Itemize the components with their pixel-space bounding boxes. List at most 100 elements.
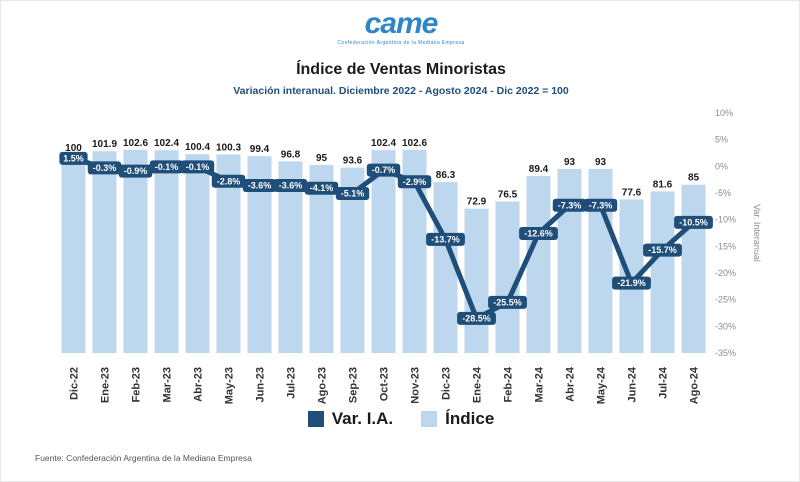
- var-label-box: [674, 215, 713, 229]
- bar-value-label: 102.4: [154, 138, 179, 149]
- var-label-box: [335, 187, 370, 201]
- bar-value-label: 85: [688, 173, 700, 184]
- index-bar: [92, 151, 117, 353]
- bar-value-label: 89.4: [529, 164, 549, 175]
- index-bar: [650, 191, 675, 353]
- var-value-label: -0.7%: [372, 165, 396, 175]
- bar-value-label: 76.5: [498, 190, 518, 201]
- chart-title: Índice de Ventas Minoristas: [296, 61, 506, 78]
- index-bar: [185, 154, 210, 353]
- bar-value-label: 101.9: [92, 139, 117, 150]
- bar-value-label: 93: [564, 157, 576, 168]
- var-value-label: -28.5%: [462, 313, 491, 323]
- index-bar: [309, 164, 334, 353]
- x-axis-label: Jul-23: [286, 367, 298, 399]
- x-axis-label: Ene-23: [100, 367, 112, 403]
- var-label-box: [426, 232, 465, 246]
- bar-value-label: 102.4: [371, 138, 396, 149]
- bar-value-label: 81.6: [653, 179, 673, 190]
- index-bar: [681, 184, 706, 353]
- x-axis-label: Ago-23: [317, 367, 329, 404]
- var-value-label: -0.3%: [93, 163, 117, 173]
- var-label-box: [242, 179, 277, 193]
- var-value-label: -12.6%: [524, 229, 553, 239]
- x-axis-label: Jul-24: [658, 366, 670, 399]
- var-label-box: [488, 295, 527, 309]
- x-axis-label: May-23: [224, 367, 236, 404]
- var-value-label: -7.3%: [558, 200, 582, 210]
- var-label-box: [519, 227, 558, 241]
- x-axis-label: Ene-24: [472, 366, 484, 403]
- bar-value-label: 77.6: [622, 187, 642, 198]
- bar-value-label: 99.4: [250, 144, 270, 155]
- index-bar: [123, 149, 148, 353]
- came-logo: came Confederación Argentina de la Media…: [1, 7, 799, 47]
- x-axis-label: Nov-23: [410, 367, 422, 404]
- var-label-box: [457, 311, 496, 325]
- legend-label-indice: Índice: [445, 409, 495, 428]
- x-axis-label: Mar-24: [534, 366, 546, 402]
- x-axis-label: Mar-23: [162, 367, 174, 402]
- var-value-label: -2.8%: [217, 176, 241, 186]
- var-label-box: [273, 179, 308, 193]
- var-value-label: -15.7%: [648, 245, 677, 255]
- right-axis-tick: -35%: [715, 348, 736, 358]
- right-axis-title: Var. Interanual: [752, 204, 762, 262]
- var-value-label: -2.9%: [403, 177, 427, 187]
- x-axis-label: May-24: [596, 366, 608, 404]
- right-axis-tick: -5%: [715, 188, 731, 198]
- var-label-box: [612, 276, 651, 290]
- bar-value-label: 100: [65, 143, 82, 154]
- bar-value-label: 93.6: [343, 156, 363, 167]
- bar-value-label: 86.3: [436, 170, 456, 181]
- chart-subtitle: Variación interanual. Diciembre 2022 - A…: [233, 85, 569, 97]
- x-axis-label: Feb-23: [131, 367, 143, 402]
- right-axis-tick: -20%: [715, 268, 736, 278]
- index-bar: [278, 161, 303, 353]
- var-label-box: [180, 160, 215, 174]
- came-logo-wordmark: came: [364, 7, 439, 40]
- var-label-box: [149, 160, 184, 174]
- x-axis-label: Ago-24: [689, 366, 701, 404]
- x-axis-label: Dic-22: [69, 367, 81, 400]
- index-bar: [371, 150, 396, 353]
- var-value-label: -4.1%: [310, 183, 334, 193]
- x-axis-label: Jun-23: [255, 367, 267, 402]
- var-label-box: [304, 181, 339, 195]
- x-axis-label: Oct-23: [379, 367, 391, 401]
- source-note: Fuente: Confederación Argentina de la Me…: [35, 453, 252, 463]
- legend-label-var-ia: Var. I.A.: [331, 409, 394, 428]
- right-axis-tick: -15%: [715, 241, 736, 251]
- var-label-box: [397, 175, 432, 189]
- var-value-label: -25.5%: [493, 297, 522, 307]
- bar-value-label: 96.8: [281, 149, 301, 160]
- index-bar: [495, 201, 520, 353]
- var-value-label: 1.5%: [63, 153, 84, 163]
- var-label-box: [211, 174, 246, 188]
- index-bar: [433, 182, 458, 353]
- bar-value-label: 102.6: [402, 138, 427, 149]
- var-label-box: [552, 198, 587, 212]
- right-axis-tick: 10%: [715, 108, 733, 118]
- var-label-box: [87, 161, 122, 175]
- x-axis-label: Feb-24: [503, 366, 515, 402]
- legend-item-var-ia: Var. I.A.: [307, 409, 394, 429]
- bar-value-label: 93: [595, 157, 607, 168]
- var-value-label: -10.5%: [679, 217, 708, 227]
- index-bar: [557, 168, 582, 353]
- var-ia-swatch: [307, 411, 324, 427]
- x-axis-label: Dic-23: [441, 367, 453, 400]
- bar-value-label: 100.4: [185, 142, 210, 153]
- var-value-label: -0.9%: [124, 166, 148, 176]
- right-axis-tick: 5%: [715, 135, 728, 145]
- var-value-label: -0.1%: [186, 162, 210, 172]
- var-value-label: -21.9%: [617, 278, 646, 288]
- right-axis-tick: -25%: [715, 295, 736, 305]
- index-bar: [61, 155, 86, 353]
- bar-value-label: 95: [316, 153, 328, 164]
- bar-value-label: 72.9: [467, 197, 487, 208]
- index-bar: [526, 175, 551, 353]
- var-label-box: [583, 198, 618, 212]
- index-bar: [588, 168, 613, 353]
